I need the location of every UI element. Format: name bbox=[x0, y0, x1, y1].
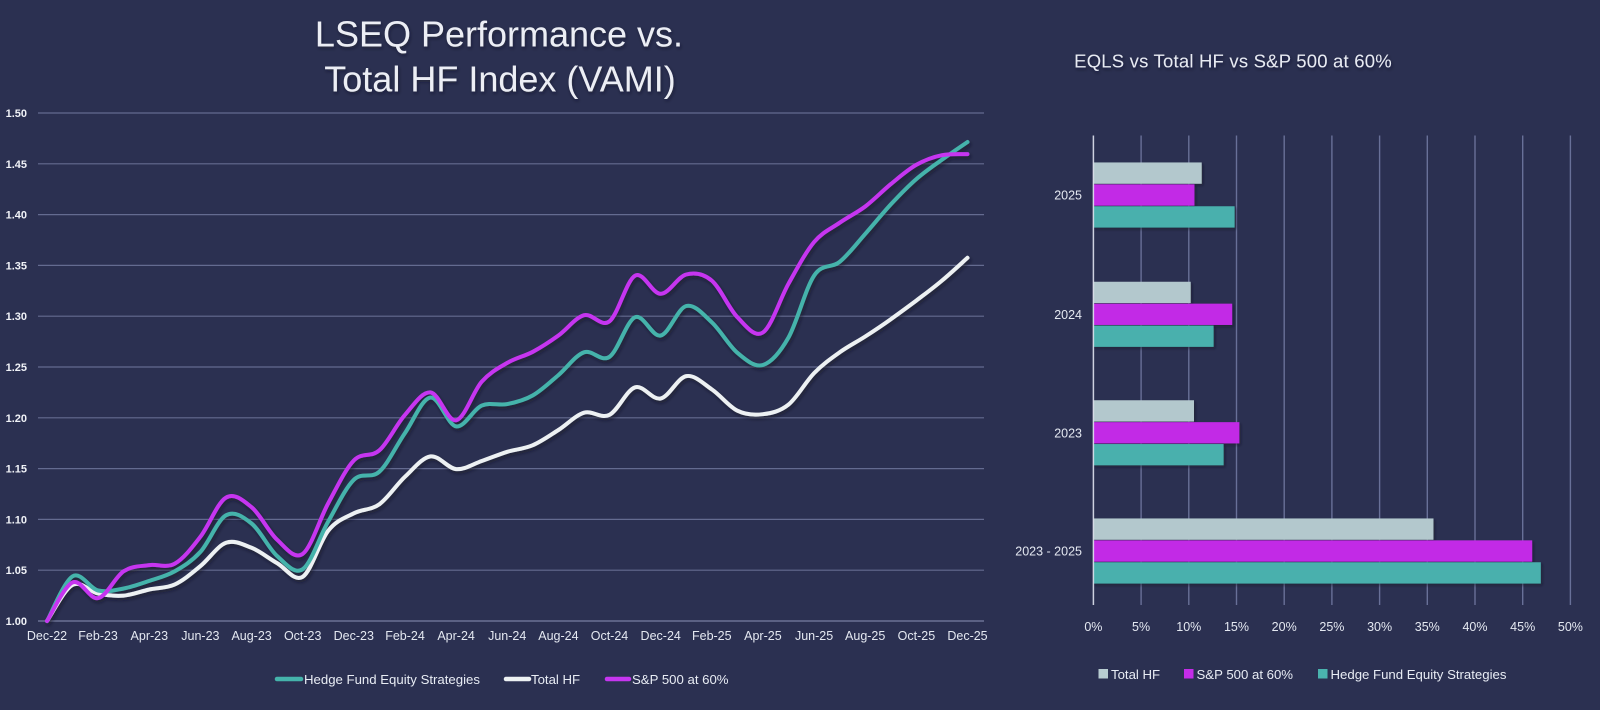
svg-text:2023: 2023 bbox=[1054, 426, 1082, 440]
svg-text:EQLS vs Total HF vs S&P 500 at: EQLS vs Total HF vs S&P 500 at 60% bbox=[1074, 51, 1392, 72]
svg-text:LSEQ Performance vs.: LSEQ Performance vs. bbox=[315, 14, 683, 55]
svg-text:2025: 2025 bbox=[1054, 189, 1082, 203]
svg-text:2023 - 2025: 2023 - 2025 bbox=[1015, 545, 1082, 559]
svg-text:Apr-24: Apr-24 bbox=[437, 629, 475, 643]
svg-text:1.45: 1.45 bbox=[6, 159, 27, 171]
svg-text:Total HF Index (VAMI): Total HF Index (VAMI) bbox=[324, 59, 675, 100]
svg-text:15%: 15% bbox=[1224, 620, 1249, 634]
svg-text:5%: 5% bbox=[1132, 620, 1150, 634]
svg-text:1.50: 1.50 bbox=[6, 108, 27, 120]
svg-text:Jun-25: Jun-25 bbox=[795, 629, 833, 643]
svg-text:Aug-23: Aug-23 bbox=[231, 629, 271, 643]
svg-text:Aug-25: Aug-25 bbox=[845, 629, 885, 643]
svg-text:Feb-25: Feb-25 bbox=[692, 629, 732, 643]
svg-text:Oct-23: Oct-23 bbox=[284, 629, 322, 643]
svg-text:Oct-24: Oct-24 bbox=[591, 629, 629, 643]
svg-text:0%: 0% bbox=[1084, 620, 1102, 634]
svg-text:Apr-23: Apr-23 bbox=[131, 629, 169, 643]
svg-text:1.35: 1.35 bbox=[6, 260, 27, 272]
svg-text:S&P 500 at 60%: S&P 500 at 60% bbox=[1197, 667, 1294, 682]
svg-text:Apr-25: Apr-25 bbox=[744, 629, 782, 643]
svg-text:Dec-23: Dec-23 bbox=[334, 629, 374, 643]
svg-text:20%: 20% bbox=[1272, 620, 1297, 634]
svg-text:Hedge Fund Equity Strategies: Hedge Fund Equity Strategies bbox=[304, 672, 480, 687]
svg-text:Dec-22: Dec-22 bbox=[27, 629, 67, 643]
svg-text:Total HF: Total HF bbox=[531, 672, 580, 687]
svg-text:10%: 10% bbox=[1176, 620, 1201, 634]
svg-text:35%: 35% bbox=[1415, 620, 1440, 634]
svg-text:50%: 50% bbox=[1558, 620, 1583, 634]
svg-text:1.40: 1.40 bbox=[6, 210, 27, 222]
svg-text:1.10: 1.10 bbox=[6, 514, 27, 526]
svg-text:1.20: 1.20 bbox=[6, 413, 27, 425]
svg-text:Total HF: Total HF bbox=[1111, 667, 1160, 682]
svg-text:Jun-24: Jun-24 bbox=[488, 629, 526, 643]
svg-text:Hedge Fund Equity Strategies: Hedge Fund Equity Strategies bbox=[1331, 667, 1507, 682]
svg-text:Dec-25: Dec-25 bbox=[947, 629, 987, 643]
svg-text:S&P 500 at 60%: S&P 500 at 60% bbox=[632, 672, 729, 687]
svg-text:30%: 30% bbox=[1367, 620, 1392, 634]
svg-text:Feb-23: Feb-23 bbox=[78, 629, 118, 643]
svg-text:40%: 40% bbox=[1462, 620, 1487, 634]
svg-text:Jun-23: Jun-23 bbox=[181, 629, 219, 643]
svg-text:1.15: 1.15 bbox=[6, 464, 27, 476]
svg-text:1.05: 1.05 bbox=[6, 565, 27, 577]
svg-text:Aug-24: Aug-24 bbox=[538, 629, 578, 643]
svg-text:Oct-25: Oct-25 bbox=[898, 629, 936, 643]
svg-text:45%: 45% bbox=[1510, 620, 1535, 634]
svg-text:2024: 2024 bbox=[1054, 308, 1082, 322]
svg-text:1.25: 1.25 bbox=[6, 362, 27, 374]
svg-text:Dec-24: Dec-24 bbox=[641, 629, 681, 643]
svg-text:1.00: 1.00 bbox=[6, 616, 27, 628]
svg-text:25%: 25% bbox=[1319, 620, 1344, 634]
svg-text:Feb-24: Feb-24 bbox=[385, 629, 425, 643]
svg-text:1.30: 1.30 bbox=[6, 311, 27, 323]
